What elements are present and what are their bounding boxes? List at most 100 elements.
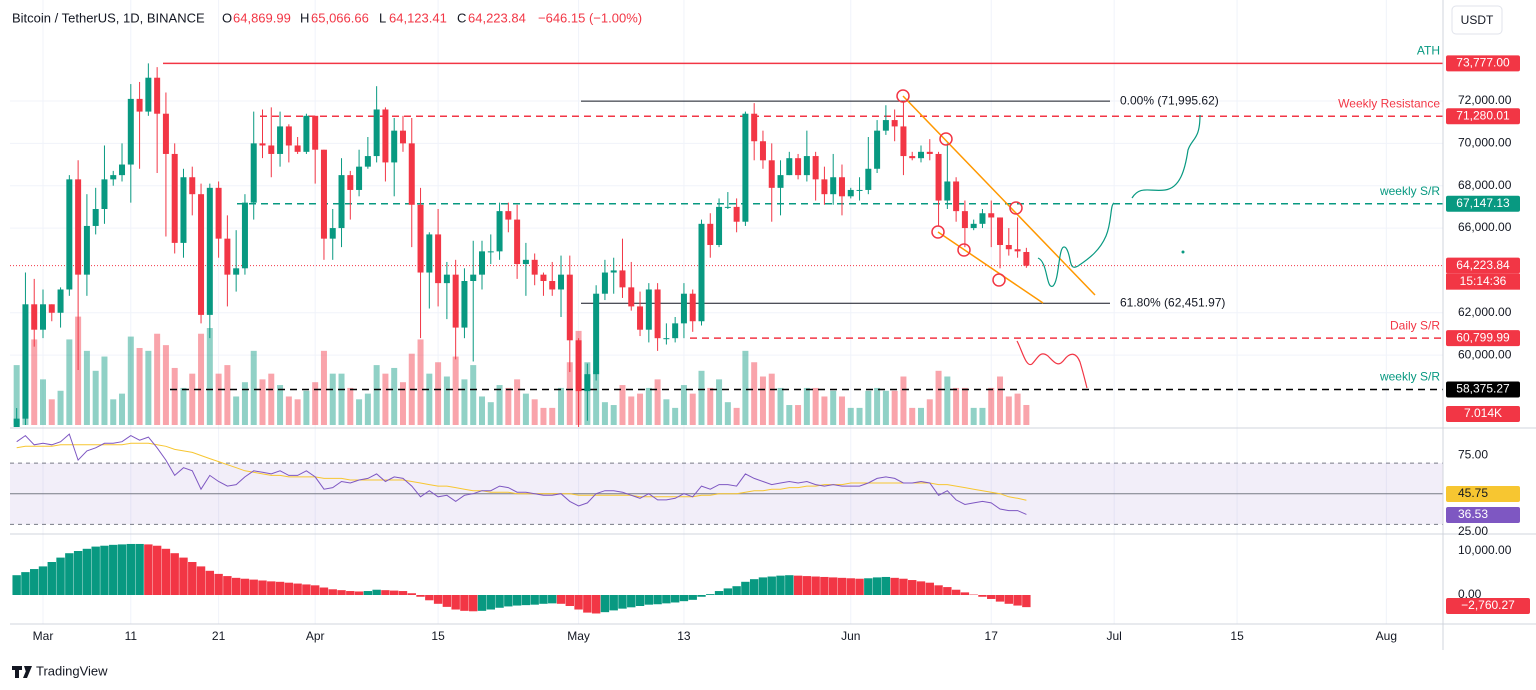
candle-body bbox=[795, 158, 802, 176]
macd-bar bbox=[328, 589, 337, 596]
candle-body bbox=[487, 251, 494, 253]
macd-bar bbox=[258, 580, 267, 596]
brand-name: TradingView bbox=[36, 663, 108, 678]
currency-button[interactable] bbox=[1451, 5, 1503, 35]
level-value: 71,280.01 bbox=[1456, 108, 1510, 122]
volume-bar bbox=[233, 396, 240, 425]
macd-bar bbox=[381, 590, 390, 596]
candle-body bbox=[329, 228, 336, 239]
y-tick-label: 72,000.00 bbox=[1458, 93, 1512, 107]
volume-last: 7.014K bbox=[1464, 406, 1502, 420]
ohlc-value: 65,066.66 bbox=[311, 10, 369, 25]
volume-bar bbox=[549, 407, 556, 425]
candle-body bbox=[505, 211, 512, 220]
volume-bar bbox=[40, 379, 46, 425]
candle-body bbox=[268, 145, 275, 154]
candle-body bbox=[443, 274, 450, 284]
currency[interactable]: USDT bbox=[1461, 13, 1494, 27]
macd-bar bbox=[249, 579, 258, 596]
volume-bar bbox=[268, 373, 275, 425]
y-tick-label: 60,000.00 bbox=[1458, 347, 1512, 361]
volume-bar bbox=[768, 373, 775, 425]
volume-bar bbox=[154, 333, 161, 425]
candle-body bbox=[847, 189, 854, 197]
volume-bar bbox=[373, 365, 380, 425]
ohlc-value: 64,123.41 bbox=[389, 10, 447, 25]
macd-bar bbox=[275, 581, 285, 596]
volume-bar bbox=[241, 382, 248, 425]
macd-bar bbox=[1013, 595, 1022, 606]
volume-bar bbox=[953, 387, 960, 425]
macd-bar bbox=[565, 595, 574, 607]
x-tick-label: Mar bbox=[33, 629, 54, 643]
volume-bar bbox=[338, 373, 345, 425]
last-price-bg bbox=[1446, 257, 1520, 274]
candle-body bbox=[856, 189, 863, 191]
candle-body bbox=[759, 141, 766, 161]
macd-bar bbox=[56, 557, 65, 596]
candle-body bbox=[724, 206, 731, 208]
volume-bar bbox=[830, 390, 837, 425]
macd-bar bbox=[135, 543, 144, 596]
macd-bar bbox=[486, 595, 495, 610]
candle-body bbox=[672, 323, 679, 339]
macd-bar bbox=[504, 595, 513, 607]
volume-bar bbox=[891, 390, 898, 425]
macd-bar bbox=[662, 595, 671, 604]
x-tick-label: May bbox=[567, 629, 590, 643]
macd-bar bbox=[144, 544, 153, 596]
x-tick-label: 17 bbox=[985, 629, 999, 643]
candle-body bbox=[803, 156, 810, 176]
candle-body bbox=[215, 187, 222, 239]
plot-layers bbox=[10, 0, 1443, 624]
candle-body bbox=[75, 179, 82, 275]
candle-body bbox=[162, 113, 169, 154]
level-value-bg bbox=[1446, 330, 1520, 347]
volume-bar bbox=[882, 390, 889, 425]
candle-body bbox=[22, 304, 29, 419]
macd-bar bbox=[372, 589, 381, 596]
macd-bar bbox=[1022, 595, 1031, 608]
macd-bar bbox=[398, 591, 408, 596]
candle-body bbox=[189, 177, 196, 195]
x-tick-label: 21 bbox=[212, 629, 226, 643]
ohlc-letter: H bbox=[300, 10, 309, 25]
rsi-line bbox=[16, 433, 1027, 515]
candle-body bbox=[426, 234, 433, 273]
volume-bar bbox=[364, 393, 371, 425]
candle-body bbox=[628, 287, 635, 307]
volume-bar bbox=[1023, 404, 1030, 425]
volume-bar bbox=[505, 387, 512, 425]
level-name: Weekly Resistance bbox=[1338, 96, 1440, 110]
volume-bar bbox=[689, 393, 696, 425]
volume-bar bbox=[874, 387, 881, 425]
macd-bar bbox=[530, 595, 539, 605]
candle-body bbox=[663, 338, 670, 340]
volume-last-bg bbox=[1446, 406, 1520, 422]
macd-bar bbox=[934, 585, 943, 596]
candle-body bbox=[180, 177, 187, 243]
volume-bar bbox=[1005, 396, 1012, 425]
touch-circle bbox=[957, 243, 971, 257]
legend-header: Bitcoin / TetherUS, 1D, BINANCE O 64,869… bbox=[12, 5, 1503, 35]
level-value-bg bbox=[1446, 55, 1520, 72]
macd-bar bbox=[635, 595, 645, 607]
macd-bar bbox=[205, 570, 215, 596]
volume-bar bbox=[215, 373, 222, 425]
volume-bar bbox=[838, 396, 845, 425]
volume-bar bbox=[742, 350, 749, 425]
macd-bar bbox=[978, 595, 987, 597]
candle-body bbox=[918, 151, 924, 159]
volume-bar bbox=[101, 356, 108, 425]
volume-bar bbox=[171, 367, 178, 425]
volume-bar bbox=[997, 376, 1004, 425]
volume-bar bbox=[285, 396, 292, 425]
candle-body bbox=[821, 179, 828, 195]
volume-bar bbox=[435, 362, 442, 425]
volume-bar bbox=[988, 387, 995, 425]
macd-bar bbox=[223, 576, 232, 596]
axes: 60,000.00 62,000.00 66,000.00 68,000.00 70,0… bbox=[33, 44, 1530, 643]
price-pane bbox=[10, 62, 1443, 427]
ohlc-letter: L bbox=[379, 10, 386, 25]
channel-upper bbox=[902, 95, 1096, 296]
